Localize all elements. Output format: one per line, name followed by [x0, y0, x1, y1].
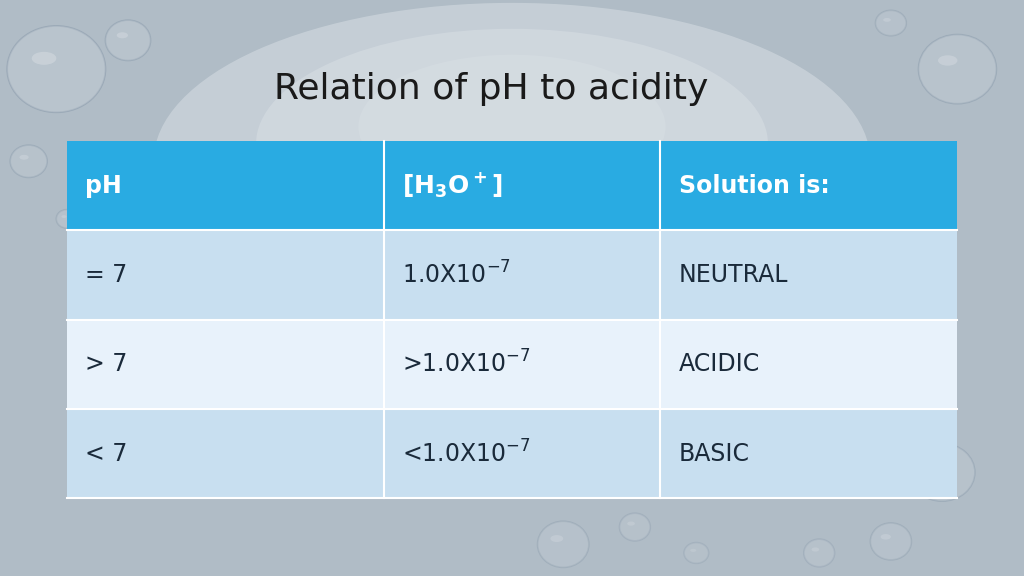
Ellipse shape — [19, 155, 29, 160]
Text: $\mathbf{[H_3O^+]}$: $\mathbf{[H_3O^+]}$ — [402, 171, 503, 200]
Ellipse shape — [919, 35, 996, 104]
Ellipse shape — [627, 521, 635, 526]
Ellipse shape — [117, 32, 128, 38]
Ellipse shape — [870, 523, 911, 560]
Ellipse shape — [938, 55, 957, 66]
Ellipse shape — [256, 29, 768, 259]
Bar — [67, 320, 957, 409]
Ellipse shape — [7, 26, 105, 112]
Ellipse shape — [883, 18, 891, 22]
Ellipse shape — [105, 20, 151, 60]
Ellipse shape — [551, 535, 563, 542]
Ellipse shape — [154, 3, 870, 320]
Text: Relation of pH to acidity: Relation of pH to acidity — [274, 72, 709, 107]
Text: <1.0X10$^{-7}$: <1.0X10$^{-7}$ — [402, 440, 531, 467]
Ellipse shape — [620, 513, 650, 541]
Bar — [67, 141, 957, 230]
Bar — [67, 230, 957, 320]
Ellipse shape — [684, 543, 709, 563]
Text: < 7: < 7 — [85, 442, 127, 465]
Text: Solution is:: Solution is: — [679, 174, 829, 198]
Ellipse shape — [61, 215, 67, 218]
Ellipse shape — [811, 547, 819, 552]
Text: 1.0X10$^{-7}$: 1.0X10$^{-7}$ — [402, 262, 511, 289]
Text: = 7: = 7 — [85, 263, 127, 287]
Text: >1.0X10$^{-7}$: >1.0X10$^{-7}$ — [402, 351, 531, 378]
Ellipse shape — [358, 55, 666, 199]
Text: > 7: > 7 — [85, 353, 127, 376]
Text: NEUTRAL: NEUTRAL — [679, 263, 788, 287]
Ellipse shape — [690, 549, 696, 552]
Ellipse shape — [538, 521, 589, 567]
Ellipse shape — [876, 10, 906, 36]
Ellipse shape — [10, 145, 47, 177]
Ellipse shape — [926, 461, 942, 469]
Ellipse shape — [32, 52, 56, 65]
Ellipse shape — [804, 539, 835, 567]
Ellipse shape — [56, 210, 77, 228]
Text: ACIDIC: ACIDIC — [679, 353, 760, 376]
Text: pH: pH — [85, 174, 122, 198]
Ellipse shape — [909, 444, 975, 501]
Bar — [67, 409, 957, 498]
Ellipse shape — [881, 534, 891, 540]
Text: BASIC: BASIC — [679, 442, 750, 465]
